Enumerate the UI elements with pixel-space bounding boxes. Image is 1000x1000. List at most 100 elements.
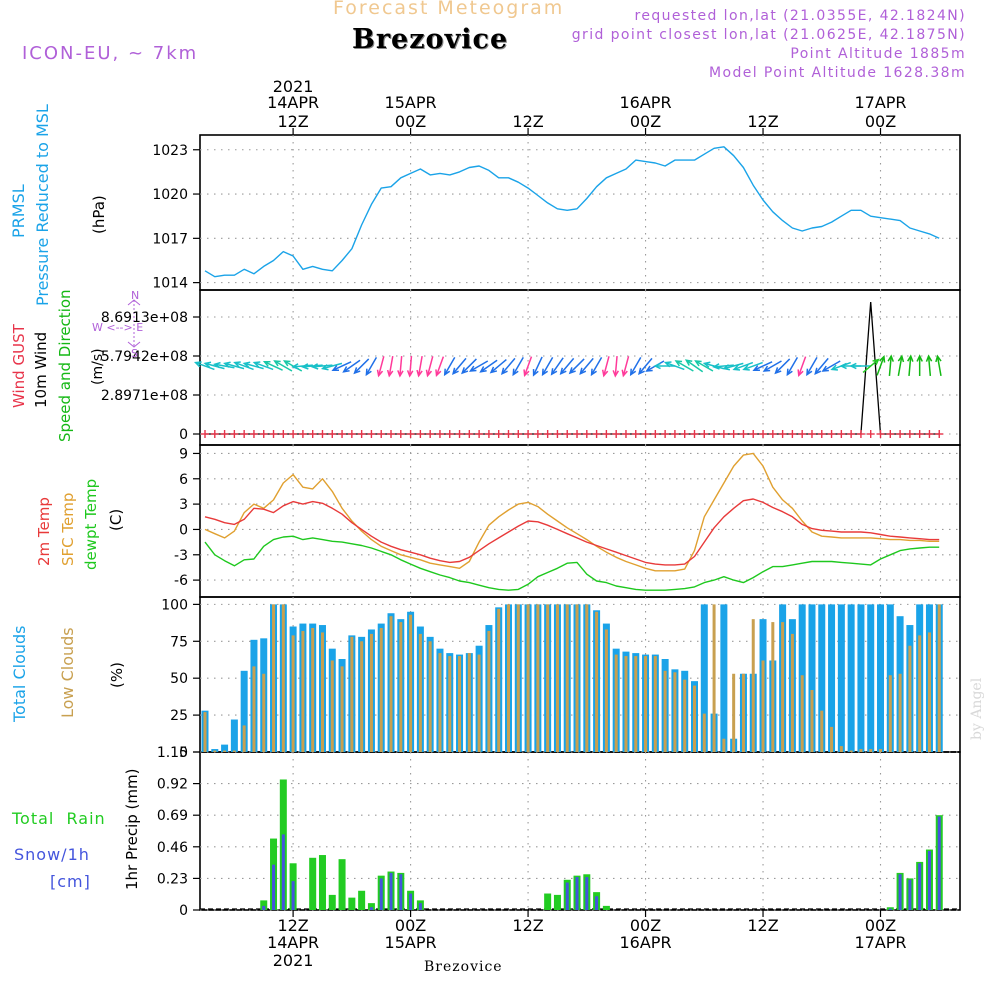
low-clouds-bar	[741, 673, 745, 752]
wind-arrow	[559, 357, 575, 375]
xtick-day: 15APR	[385, 93, 437, 112]
ytick-label: 1020	[152, 187, 188, 203]
wind-arrow-shaft	[622, 356, 630, 376]
low-clouds-bar	[516, 604, 520, 752]
compass-glyph	[127, 299, 141, 348]
total-clouds-bar	[720, 604, 728, 752]
ytick-label: 0.69	[157, 808, 188, 824]
requested-coords: requested lon,lat (21.0355E, 42.1824N)	[634, 8, 966, 24]
total-clouds-label: Total Clouds	[10, 626, 29, 724]
low-clouds-bar	[526, 604, 530, 752]
low-clouds-bar	[702, 713, 706, 752]
rain-bar	[367, 903, 375, 910]
wind-arrow	[752, 361, 773, 372]
low-clouds-bar	[448, 656, 452, 752]
wind-arrow-head	[331, 365, 340, 372]
wind-arrow-head	[638, 367, 645, 375]
ytick-label: -6	[174, 573, 188, 589]
wind-10m-label: 10m Wind	[32, 332, 50, 408]
dewpt-temp-line	[204, 535, 940, 591]
wind-arrow-shaft	[614, 355, 618, 377]
location-title: Brezovice	[352, 24, 509, 55]
low-clouds-bar	[409, 614, 413, 752]
wind-arrow-shaft	[426, 356, 434, 376]
wind-arrow-shaft	[551, 357, 564, 375]
pressure-label-prmsl: PRMSL	[9, 184, 28, 238]
wind-arrow-head	[879, 354, 886, 363]
wind-arrow-head	[925, 354, 933, 362]
ytick-label: 0	[179, 522, 188, 538]
xtick-hour: 12Z	[277, 112, 308, 131]
low-clouds-bar	[555, 604, 559, 752]
gridpoint-coords: grid point closest lon,lat (21.0625E, 42…	[571, 27, 966, 43]
wind-direction-label: Speed and Direction	[56, 289, 74, 442]
wind-arrow-head	[203, 361, 212, 368]
wind-arrow	[416, 356, 423, 378]
xtick-hour: 00Z	[865, 112, 896, 131]
wind-arrow	[862, 358, 880, 374]
wind-arrow-head	[406, 370, 414, 378]
wind-arrow	[797, 356, 807, 378]
xtick-day: 14APR	[267, 93, 319, 112]
wind-arrow	[774, 358, 791, 375]
low-clouds-bar	[330, 660, 334, 752]
wind-arrow	[663, 361, 685, 371]
wind-arrow-head	[461, 367, 469, 375]
wind-arrow-shaft	[590, 356, 603, 376]
total-clouds-bar	[877, 604, 885, 752]
wind-arrow-head	[762, 365, 771, 372]
ytick-label: 6	[179, 472, 188, 488]
temp-2m-label: 2m Temp	[35, 497, 53, 566]
low-clouds-bar	[438, 653, 442, 752]
wind-arrow-shaft	[399, 355, 403, 377]
wind-arrow-shaft	[876, 356, 885, 376]
ytick-label: 50	[170, 671, 188, 687]
low-clouds-bar	[272, 604, 276, 752]
wind-arrow-head	[653, 362, 661, 370]
wind-arrow	[500, 357, 516, 375]
total-clouds-bar	[857, 604, 865, 752]
wind-arrow-shaft	[234, 361, 254, 371]
ytick-label: 0	[179, 745, 188, 761]
wind-arrow-shaft	[408, 355, 413, 377]
xtick-day: 17APR	[854, 93, 906, 112]
wind-arrow-shaft	[195, 361, 215, 371]
wind-arrow	[887, 354, 895, 377]
xtick-hour: 12Z	[512, 112, 543, 131]
wind-arrow-shaft	[675, 360, 694, 372]
wind-arrow-head	[907, 354, 914, 362]
rain-bar	[602, 905, 610, 910]
precip-unit: 1hr Precip (mm)	[123, 769, 141, 890]
wind-arrow-head	[712, 363, 720, 370]
low-clouds-bar	[781, 622, 785, 752]
wind-arrow-head	[684, 359, 693, 366]
ytick-label: 0.92	[157, 777, 188, 793]
wind-arrow	[541, 356, 554, 377]
point-altitude: Point Altitude 1885m	[790, 46, 966, 62]
total-clouds-bar	[808, 604, 816, 752]
wind-arrow-shaft	[354, 358, 370, 374]
low-clouds-bar	[908, 645, 912, 752]
snow-bar	[379, 878, 383, 910]
compass-arrow-down	[127, 341, 141, 348]
wind-arrow-shaft	[254, 361, 274, 371]
low-clouds-bar	[536, 604, 540, 752]
low-clouds-bar	[830, 726, 834, 752]
low-clouds-bar	[320, 632, 324, 752]
wind-arrow-head	[342, 366, 350, 373]
wind-arrow-shaft	[264, 361, 283, 371]
wind-arrow	[262, 360, 283, 371]
wind-arrow-shaft	[927, 355, 932, 377]
sfc-temp-line	[204, 452, 940, 572]
wind-arrow	[310, 363, 333, 370]
low-clouds-bar	[693, 685, 696, 752]
wind-arrow-shaft	[214, 363, 235, 369]
compass-west-east: W <--> E	[92, 321, 143, 334]
xtick-year: 2021	[273, 951, 314, 970]
wind-arrow	[193, 361, 215, 371]
low-clouds-bar	[389, 616, 393, 752]
wind-arrow-head	[722, 364, 731, 371]
wind-arrow-head	[674, 360, 683, 367]
low-clouds-bar	[379, 628, 383, 752]
